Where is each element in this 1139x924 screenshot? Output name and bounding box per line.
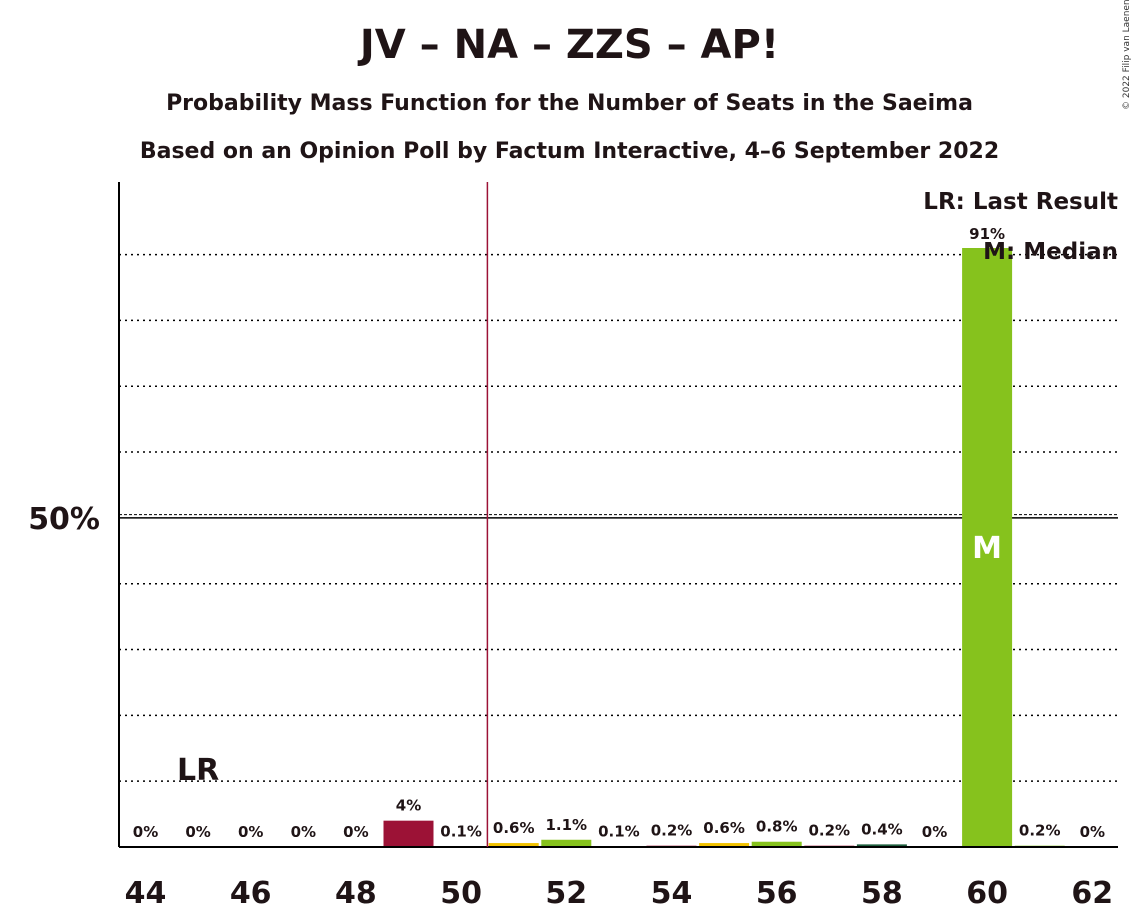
x-tick-label-56: 56	[756, 876, 798, 911]
value-label-52: 1.1%	[545, 816, 587, 834]
markers: LR M	[177, 182, 1002, 847]
x-tick-label-54: 54	[651, 876, 693, 911]
bar-52	[541, 839, 592, 847]
bars	[383, 248, 1065, 848]
x-tick-label-44: 44	[125, 876, 167, 911]
value-label-46: 0%	[238, 823, 263, 841]
value-label-49: 4%	[396, 797, 421, 815]
x-tick-label-58: 58	[861, 876, 903, 911]
bar-51	[488, 843, 539, 847]
bar-58	[856, 844, 907, 847]
value-label-54: 0.2%	[651, 822, 693, 840]
x-tick-label-52: 52	[545, 876, 587, 911]
chart-subtitle: Probability Mass Function for the Number…	[166, 91, 973, 116]
gridlines	[119, 253, 1118, 782]
x-tick-label-60: 60	[966, 876, 1008, 911]
value-label-48: 0%	[343, 823, 368, 841]
x-tick-label-50: 50	[440, 876, 482, 911]
last-result-marker: LR	[177, 753, 219, 788]
value-label-50: 0.1%	[440, 822, 482, 840]
x-tick-label-46: 46	[230, 876, 272, 911]
y-tick-label-50: 50%	[28, 502, 100, 537]
value-label-60: 91%	[969, 225, 1005, 243]
bar-49	[383, 820, 434, 847]
chart-title: JV – NA – ZZS – AP!	[359, 22, 780, 68]
bar-56	[751, 841, 802, 847]
value-label-57: 0.2%	[808, 822, 850, 840]
x-tick-label-62: 62	[1071, 876, 1113, 911]
value-label-61: 0.2%	[1019, 822, 1061, 840]
value-label-45: 0%	[185, 823, 210, 841]
legend-median: M: Median	[983, 239, 1118, 265]
bar-60	[962, 248, 1013, 847]
value-label-47: 0%	[291, 823, 316, 841]
legend-last-result: LR: Last Result	[923, 189, 1118, 215]
x-tick-label-48: 48	[335, 876, 377, 911]
axes: 44 46 48 50 52 54 56 58 60 62 50%	[28, 182, 1118, 911]
bar-55	[699, 843, 750, 847]
value-label-53: 0.1%	[598, 822, 640, 840]
value-label-56: 0.8%	[756, 818, 798, 836]
value-labels: 0% 0% 0% 0% 0% 4% 0.1% 0.6% 1.1% 0.1% 0.2% 0.6% 0.8%…	[133, 225, 1105, 841]
value-label-62: 0%	[1080, 823, 1105, 841]
value-label-59: 0%	[922, 823, 947, 841]
value-label-44: 0%	[133, 823, 158, 841]
value-label-51: 0.6%	[493, 819, 535, 837]
median-marker: M	[972, 531, 1002, 566]
value-label-55: 0.6%	[703, 819, 745, 837]
chart-source: Based on an Opinion Poll by Factum Inter…	[139, 139, 1000, 164]
value-label-58: 0.4%	[861, 820, 903, 838]
